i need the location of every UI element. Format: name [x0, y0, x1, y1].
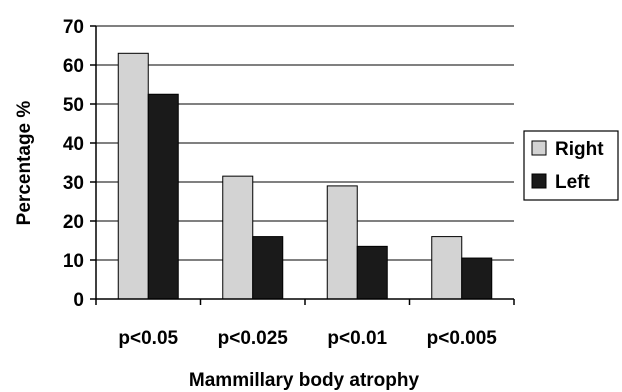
y-tick-label: 50	[63, 95, 84, 116]
x-tick-label: p<0.005	[427, 328, 498, 349]
y-tick-label: 0	[73, 290, 84, 311]
bar-right-1	[117, 52, 149, 300]
y-tick-label: 10	[63, 251, 84, 272]
x-tick-label: p<0.05	[118, 328, 178, 349]
legend-label-right: Right	[555, 139, 604, 160]
bars	[95, 52, 515, 305]
bar-left-4	[461, 257, 493, 300]
x-tick-label: p<0.01	[327, 328, 387, 349]
axes	[95, 26, 514, 300]
x-axis-title: Mammillary body atrophy	[189, 370, 420, 391]
x-tick-label: p<0.025	[218, 328, 289, 349]
legend-swatch-right	[531, 140, 547, 156]
y-tick-label: 20	[63, 212, 84, 233]
y-tick-label: 70	[63, 17, 84, 38]
y-tick-label: 60	[63, 56, 84, 77]
x-tick-labels: p<0.05 p<0.025 p<0.01 p<0.005	[118, 328, 497, 349]
legend: Right Left	[523, 130, 619, 201]
bar-left-2	[252, 236, 284, 300]
bar-right-4	[431, 236, 463, 300]
bar-left-1	[147, 93, 179, 300]
legend-swatch-left	[531, 173, 547, 189]
bar-right-2	[222, 175, 254, 300]
bar-right-3	[326, 185, 358, 300]
y-tick-labels: 0 10 20 30 40 50 60 70	[63, 17, 84, 311]
y-axis-title: Percentage %	[14, 101, 35, 226]
y-tick-label: 30	[63, 173, 84, 194]
y-tick-label: 40	[63, 134, 84, 155]
bar-left-3	[356, 245, 388, 300]
legend-label-left: Left	[555, 172, 591, 193]
